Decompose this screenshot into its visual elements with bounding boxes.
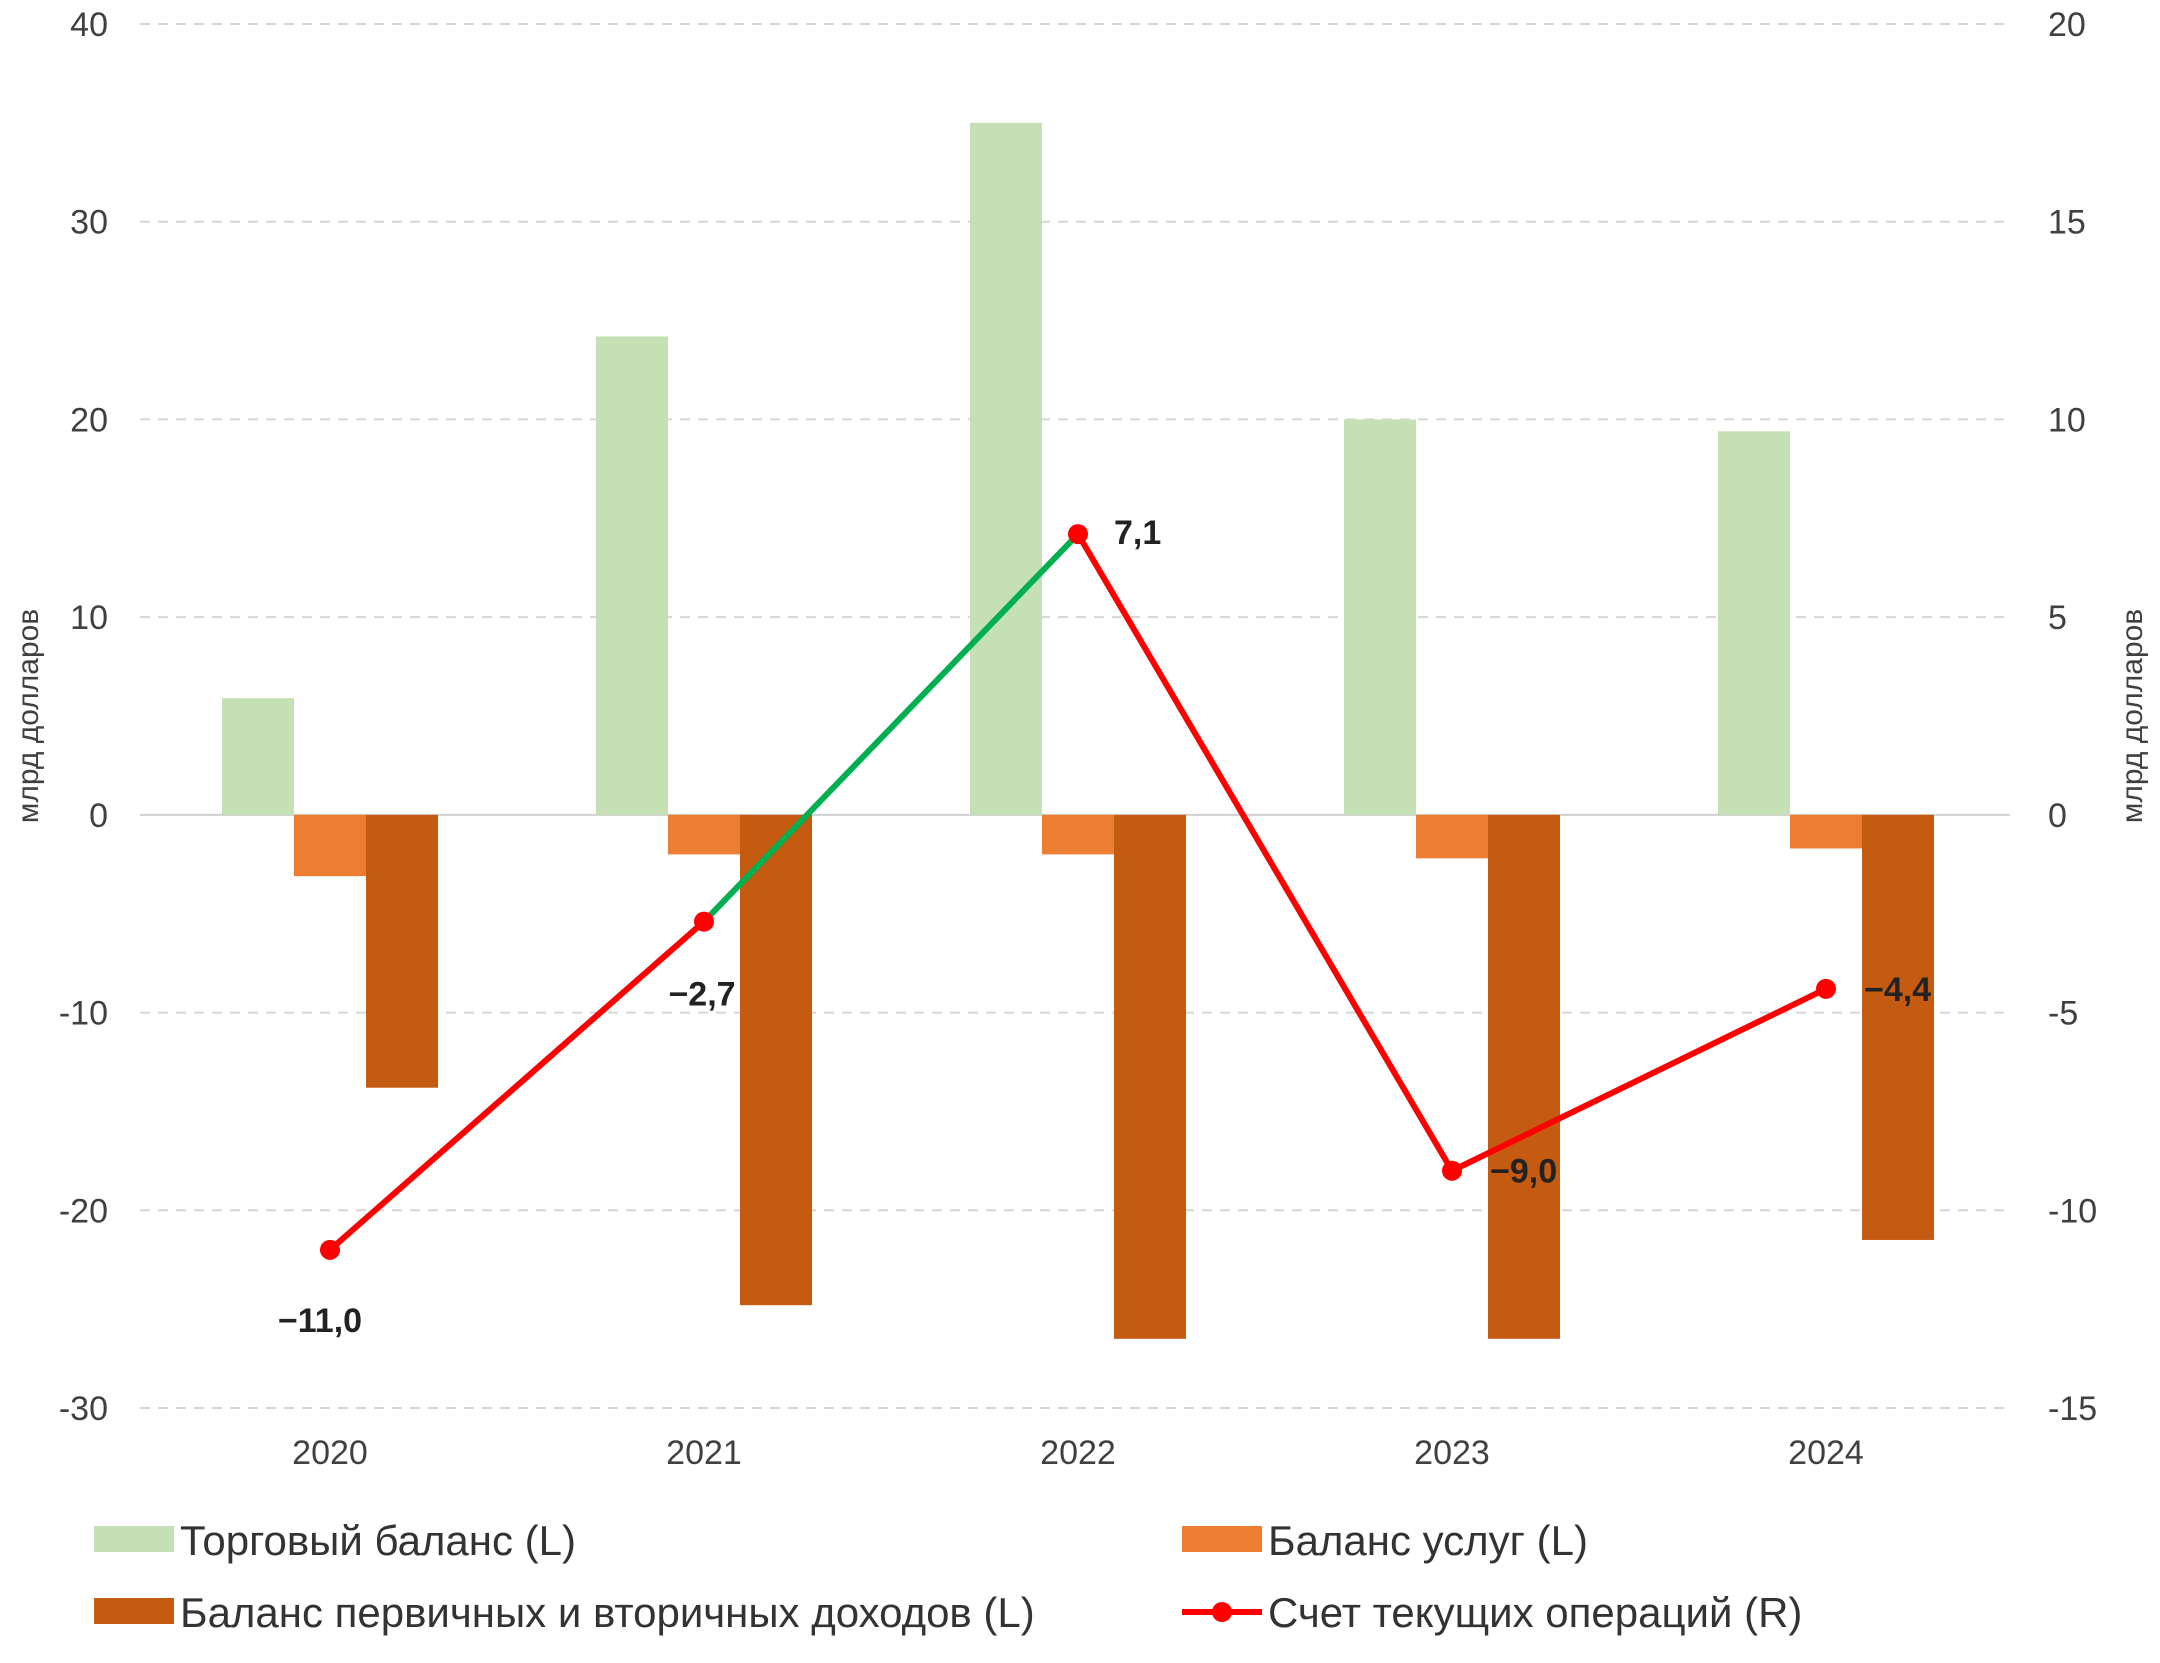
current-account-line: [320, 524, 1836, 1260]
left-tick-label: -30: [59, 1390, 108, 1428]
legend-label: Баланс услуг (L): [1268, 1517, 1588, 1564]
bar-trade-balance: [222, 698, 294, 815]
right-tick-label: 0: [2048, 797, 2067, 835]
category-label: 2024: [1788, 1434, 1864, 1472]
legend-label: Баланс первичных и вторичных доходов (L): [180, 1589, 1035, 1636]
category-label: 2020: [292, 1434, 368, 1472]
bar-income-balance: [1862, 814, 1934, 1240]
left-axis-title: млрд долларов: [12, 609, 45, 824]
data-label: −11,0: [278, 1302, 362, 1340]
line-marker: [1442, 1160, 1462, 1181]
category-label: 2023: [1414, 1434, 1490, 1472]
legend-swatch: [94, 1598, 174, 1624]
right-axis-title: млрд долларов: [2116, 609, 2149, 824]
left-tick-label: 30: [70, 204, 108, 242]
data-label: −4,4: [1864, 971, 1931, 1009]
right-tick-label: 10: [2048, 401, 2086, 439]
left-tick-label: 10: [70, 599, 108, 637]
data-label: −2,7: [668, 976, 735, 1014]
bar-services-balance: [294, 814, 366, 877]
bar-trade-balance: [1344, 419, 1416, 815]
left-tick-label: -10: [59, 995, 108, 1033]
right-tick-label: 5: [2048, 599, 2067, 637]
line-marker: [1068, 524, 1088, 545]
bar-services-balance: [1416, 814, 1488, 859]
line-segment: [1075, 531, 1455, 1174]
legend: Торговый баланс (L) Баланс услуг (L) Балан…: [94, 1517, 1802, 1636]
legend-swatch: [1182, 1526, 1262, 1552]
data-label: 7,1: [1114, 514, 1161, 552]
bar-services-balance: [1790, 814, 1862, 849]
bar-trade-balance: [1718, 431, 1790, 815]
legend-line-marker: [1212, 1602, 1232, 1622]
left-tick-label: -20: [59, 1192, 108, 1230]
category-label: 2022: [1040, 1434, 1116, 1472]
bar-services-balance: [668, 814, 740, 855]
data-labels: −11,0 −2,7 7,1 −9,0 −4,4: [278, 514, 1931, 1340]
legend-label: Торговый баланс (L): [180, 1517, 576, 1564]
bar-trade-balance: [596, 336, 668, 815]
bar-income-balance: [740, 814, 812, 1306]
line-marker: [694, 911, 714, 932]
data-label: −9,0: [1490, 1153, 1557, 1191]
category-label: 2021: [666, 1434, 742, 1472]
line-segment: [327, 918, 707, 1253]
right-tick-label: -15: [2048, 1390, 2097, 1428]
bar-income-balance: [1488, 814, 1560, 1339]
axes: 40 30 20 10 0 -10 -20 -30 20 15 10 5 0 -5 -10 -15 2020 20…: [12, 6, 2149, 1472]
legend-swatch: [94, 1526, 174, 1552]
right-tick-label: 15: [2048, 204, 2086, 242]
bar-trade-balance: [970, 122, 1042, 815]
right-tick-label: -10: [2048, 1192, 2097, 1230]
legend-label: Счет текущих операций (R): [1268, 1589, 1802, 1636]
line-segment: [701, 531, 1081, 925]
left-tick-label: 20: [70, 401, 108, 439]
bar-income-balance: [366, 814, 438, 1088]
left-tick-label: 40: [70, 6, 108, 44]
right-tick-label: 20: [2048, 6, 2086, 44]
line-marker: [1816, 978, 1836, 999]
bar-services-balance: [1042, 814, 1114, 855]
right-tick-label: -5: [2048, 995, 2078, 1033]
line-marker: [320, 1239, 340, 1260]
bar-income-balance: [1114, 814, 1186, 1339]
bars: [222, 122, 1934, 1339]
left-tick-label: 0: [89, 797, 108, 835]
line-segment: [1449, 985, 1829, 1174]
